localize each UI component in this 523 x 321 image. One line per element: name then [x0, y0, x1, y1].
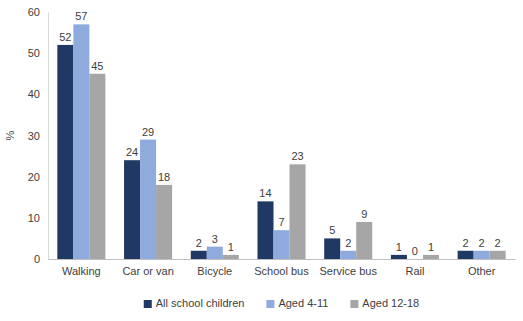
y-tick-label: 20 [28, 171, 40, 183]
x-tick: Walking [62, 259, 101, 277]
bar [273, 230, 289, 259]
bar [391, 255, 407, 259]
bar [290, 164, 306, 259]
data-label: 52 [59, 31, 71, 43]
data-label: 23 [291, 150, 303, 162]
x-axis-line [49, 259, 516, 260]
y-axis: 0 10 20 30 40 50 60 [28, 6, 49, 265]
data-label: 1 [428, 241, 434, 253]
bar [140, 140, 156, 259]
data-label: 1 [228, 241, 234, 253]
bar [474, 251, 490, 259]
y-tick: 0 [34, 253, 48, 265]
legend-item: Aged 4-11 [266, 297, 328, 309]
x-tick-label: Car or van [122, 265, 173, 277]
data-label: 29 [142, 126, 154, 138]
y-tick: 60 [28, 6, 48, 18]
y-tick-label: 50 [28, 47, 40, 59]
x-tick-label: Service bus [319, 265, 377, 277]
data-label: 18 [158, 171, 170, 183]
legend-label: All school children [156, 297, 245, 309]
data-label: 45 [91, 60, 103, 72]
legend: All school children Aged 4-11 Aged 12-18 [144, 297, 420, 309]
bar [257, 201, 273, 259]
x-tick: Bicycle [197, 259, 232, 277]
data-label: 2 [345, 237, 351, 249]
y-tick-label: 60 [28, 6, 40, 18]
y-tick: 40 [28, 88, 48, 100]
bar [407, 259, 423, 260]
data-label: 0 [412, 245, 418, 257]
data-label: 57 [75, 10, 87, 22]
data-label: 2 [463, 237, 469, 249]
data-label: 24 [126, 146, 138, 158]
bar [124, 160, 140, 259]
legend-label: Aged 4-11 [278, 297, 328, 309]
bar [207, 247, 223, 259]
y-tick-label: 10 [28, 212, 40, 224]
legend-swatch [144, 300, 152, 308]
bar [223, 255, 239, 259]
y-tick: 10 [28, 212, 48, 224]
bar [89, 74, 105, 259]
data-label: 2 [479, 237, 485, 249]
bar [191, 251, 207, 259]
x-tick: Service bus [319, 259, 377, 277]
x-tick: Rail [405, 259, 424, 277]
chart: 0102030405060522421451257293720245181239… [0, 0, 523, 321]
x-tick-label: Other [468, 265, 496, 277]
bar [156, 185, 172, 259]
y-axis-title: % [4, 130, 16, 140]
bar [490, 251, 506, 259]
x-tick-label: Walking [62, 265, 101, 277]
x-tick: Car or van [122, 259, 173, 277]
bar [356, 222, 372, 259]
bar [324, 238, 340, 259]
x-tick-label: School bus [254, 265, 309, 277]
y-tick: 30 [28, 130, 48, 142]
bar [57, 45, 73, 259]
x-axis: Walking Car or van Bicycle School bus Servic… [49, 259, 516, 277]
legend-swatch [350, 300, 358, 308]
bar [458, 251, 474, 259]
data-labels: 52 24 2 14 5 1 2 57 29 3 7 2 0 2 45 18 1 23 9 1 2 [59, 10, 500, 257]
y-tick: 50 [28, 47, 48, 59]
bar [340, 251, 356, 259]
plot: 0102030405060522421451257293720245181239… [28, 6, 516, 277]
x-tick-label: Bicycle [197, 265, 232, 277]
data-label: 5 [329, 224, 335, 236]
legend-item: Aged 12-18 [350, 297, 419, 309]
data-label: 1 [396, 241, 402, 253]
data-label: 2 [495, 237, 501, 249]
x-tick: Other [468, 259, 496, 277]
data-label: 2 [196, 237, 202, 249]
bars [57, 24, 505, 259]
legend-item: All school children [144, 297, 245, 309]
legend-swatch [266, 300, 274, 308]
y-tick-label: 40 [28, 88, 40, 100]
data-label: 3 [212, 233, 218, 245]
data-label: 7 [278, 216, 284, 228]
data-label: 14 [259, 187, 271, 199]
bar [423, 255, 439, 259]
data-label: 9 [361, 208, 367, 220]
bar [73, 24, 89, 259]
legend-label: Aged 12-18 [362, 297, 419, 309]
x-tick: School bus [254, 259, 309, 277]
y-tick-label: 0 [34, 253, 40, 265]
y-tick-label: 30 [28, 130, 40, 142]
x-tick-label: Rail [405, 265, 424, 277]
y-tick: 20 [28, 171, 48, 183]
y-axis-line [48, 13, 49, 260]
